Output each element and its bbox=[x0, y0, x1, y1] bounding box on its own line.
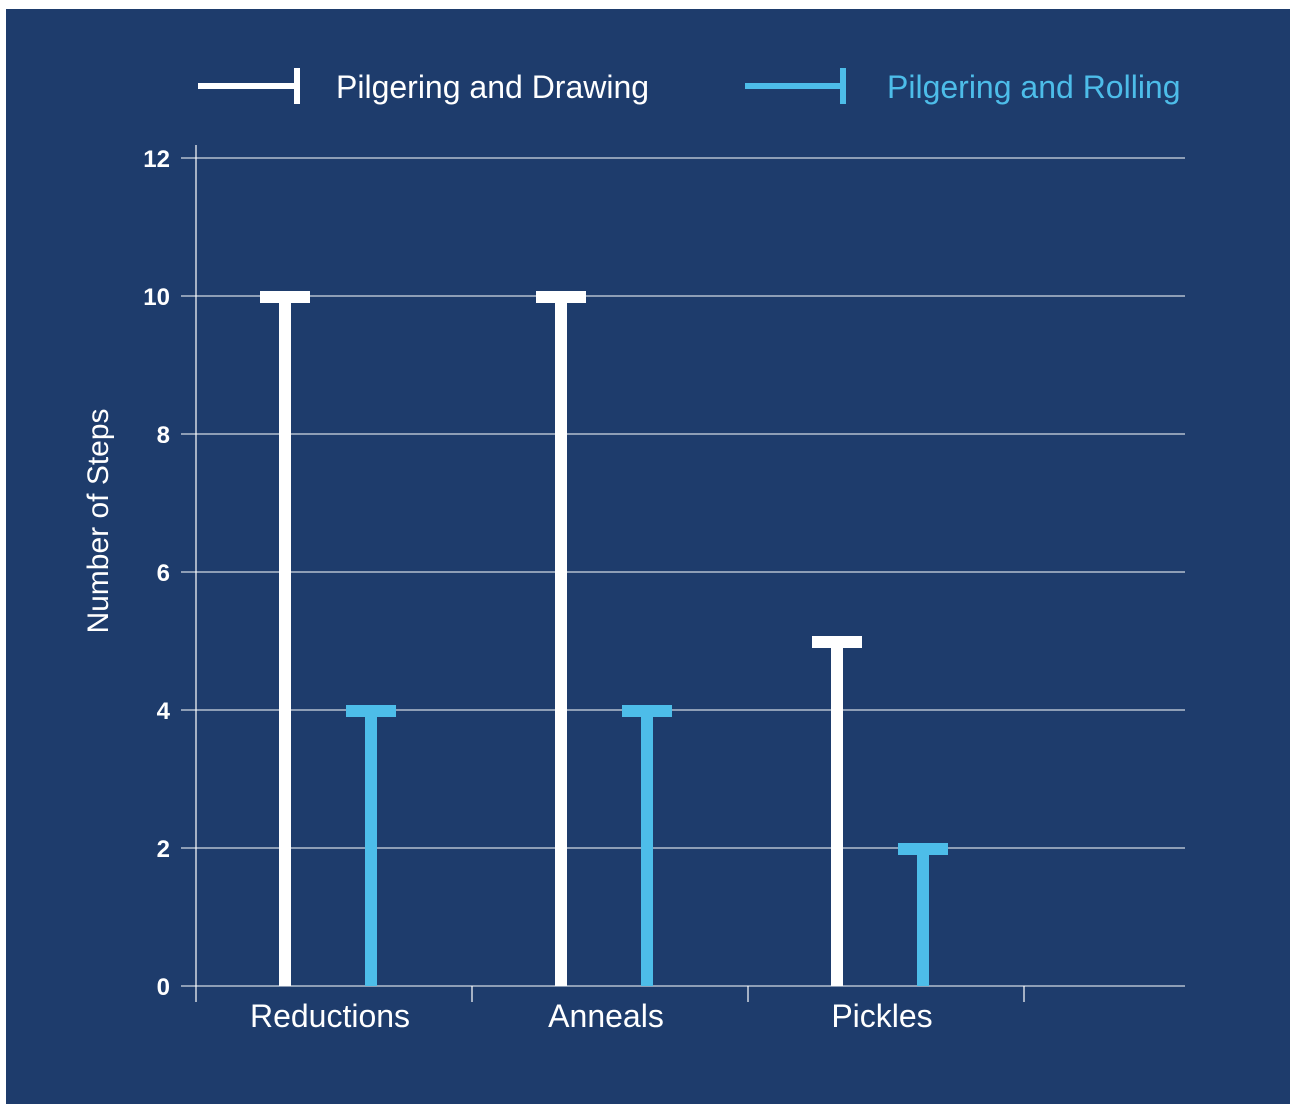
y-tick-label: 10 bbox=[143, 284, 170, 311]
axes bbox=[195, 145, 1025, 1002]
bars bbox=[260, 291, 948, 986]
bar-cap bbox=[898, 843, 948, 855]
bar-stem bbox=[365, 710, 377, 986]
y-axis-label: Number of Steps bbox=[82, 408, 115, 633]
bar-cap bbox=[812, 636, 862, 648]
y-tick-labels: 0 2 4 6 8 10 12 bbox=[143, 146, 170, 1001]
x-tick-labels: Reductions Anneals Pickles bbox=[250, 998, 933, 1034]
bar-stem bbox=[555, 296, 567, 986]
bar-stem bbox=[917, 848, 929, 986]
bar-stem bbox=[831, 641, 843, 986]
y-tick-label: 0 bbox=[157, 974, 170, 1001]
chart-panel: 0 2 4 6 8 10 12 Reductions Anneals Pickles Pilge… bbox=[6, 9, 1290, 1104]
y-tick-label: 4 bbox=[157, 698, 171, 725]
bar-cap bbox=[622, 705, 672, 717]
x-tick-label: Reductions bbox=[250, 998, 410, 1034]
y-tick-label: 12 bbox=[143, 146, 170, 173]
bar-cap bbox=[346, 705, 396, 717]
bar-stem bbox=[279, 296, 291, 986]
legend-label: Pilgering and Drawing bbox=[336, 69, 649, 105]
bar-stem bbox=[641, 710, 653, 986]
legend: Pilgering and Drawing Pilgering and Rolli… bbox=[198, 68, 1181, 105]
y-tick-label: 6 bbox=[157, 560, 170, 587]
bar-cap bbox=[260, 291, 310, 303]
bar-cap bbox=[536, 291, 586, 303]
y-tick-label: 2 bbox=[157, 836, 170, 863]
lollipop-chart: 0 2 4 6 8 10 12 Reductions Anneals Pickles Pilge… bbox=[6, 9, 1290, 1104]
x-tick-label: Anneals bbox=[548, 998, 664, 1034]
x-tick-label: Pickles bbox=[831, 998, 932, 1034]
legend-label: Pilgering and Rolling bbox=[887, 69, 1181, 105]
y-tick-label: 8 bbox=[157, 422, 170, 449]
